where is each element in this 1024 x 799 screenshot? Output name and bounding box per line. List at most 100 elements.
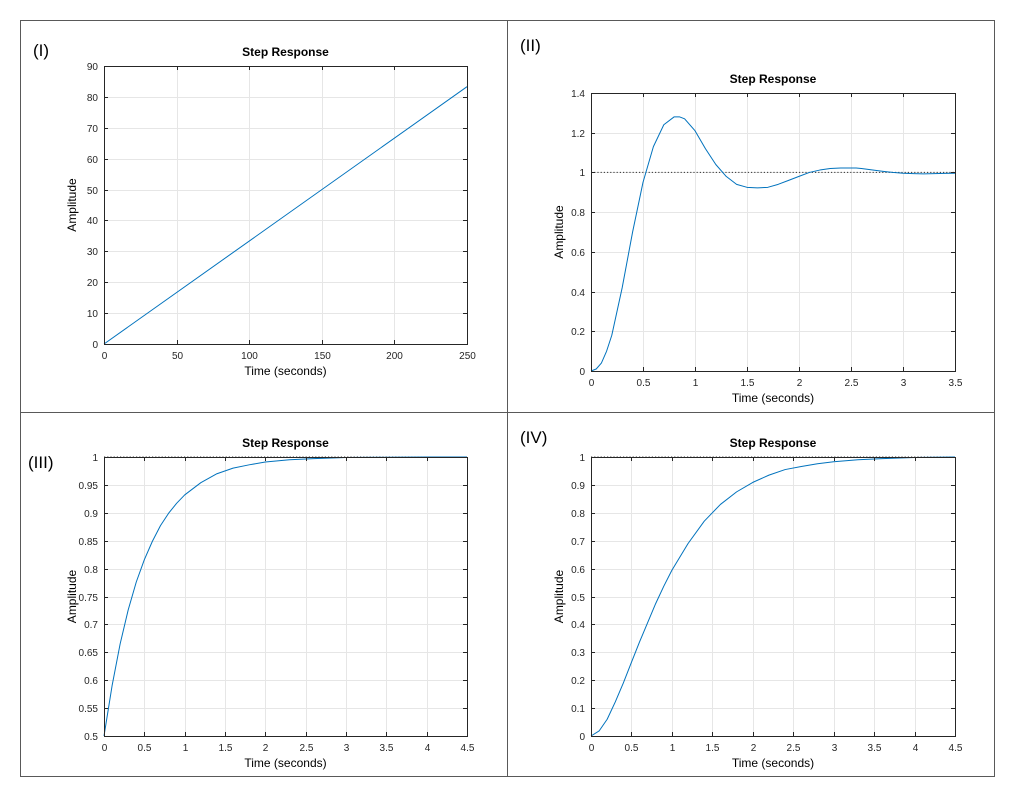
x-tick-label: 0.5 [625,743,639,754]
x-axis-label: Time (seconds) [732,756,814,770]
x-tick-label: 2.5 [845,378,859,389]
step-response-line [103,456,467,737]
chart-title: Step Response [242,436,329,450]
y-tick-label: 0.55 [79,704,99,715]
y-tick-label: 0.5 [571,593,585,604]
x-tick-label: 4.5 [461,743,475,754]
y-tick-label: 1 [579,168,585,179]
y-tick-label: 20 [87,278,99,289]
y-tick-label: 0.7 [84,620,98,631]
x-tick-label: 4 [425,743,431,754]
y-tick-label: 40 [87,216,99,227]
x-tick-label: 3 [832,743,838,754]
x-tick-label: 1.5 [219,743,233,754]
chart-panel-p3: 0 0.5 1 1.5 2 2.5 3 3.5 4 4.5 0.5 0.55 0.6 0.65 0.7 0.7… [28,436,475,770]
y-tick-label: 1.2 [571,129,585,140]
x-axis-label: Time (seconds) [244,756,326,770]
x-tick-label: 2 [751,743,757,754]
chart-title: Step Response [242,45,329,59]
panel-label: (III) [28,453,54,472]
y-tick-label: 30 [87,247,99,258]
x-tick-label: 0 [102,351,108,362]
y-tick-label: 1.4 [571,89,585,100]
plot-area [104,66,467,344]
y-tick-label: 0.8 [84,565,98,576]
axes-box [104,66,468,345]
axes-box [591,93,956,372]
y-tick-label: 0.1 [571,704,585,715]
x-tick-label: 2.5 [300,743,314,754]
x-tick-label: 3 [344,743,350,754]
step-response-line [103,86,468,345]
y-tick-label: 0 [92,340,98,351]
plot-area [591,457,955,736]
y-tick-label: 0.95 [79,481,99,492]
y-tick-label: 0.7 [571,537,585,548]
y-tick-label: 0.9 [84,509,98,520]
y-tick-label: 1 [579,453,585,464]
x-tick-label: 4.5 [949,743,963,754]
y-tick-label: 0.4 [571,620,585,631]
y-tick-label: 50 [87,186,99,197]
y-axis-label: Amplitude [552,570,566,624]
x-tick-label: 200 [386,351,403,362]
y-tick-label: 1 [92,453,98,464]
panel-label: (IV) [520,428,547,447]
x-tick-label: 2.5 [787,743,801,754]
chart-title: Step Response [730,436,817,450]
step-response-line [590,456,956,737]
x-tick-label: 1.5 [706,743,720,754]
y-tick-label: 0.65 [79,648,99,659]
y-tick-label: 0.9 [571,481,585,492]
x-tick-label: 3.5 [380,743,394,754]
y-tick-label: 0.8 [571,208,585,219]
x-tick-label: 0.5 [637,378,651,389]
x-tick-label: 1.5 [741,378,755,389]
x-axis-label: Time (seconds) [244,364,326,378]
plot-area [591,93,955,371]
y-tick-label: 0.6 [571,248,585,259]
x-tick-label: 0 [589,378,595,389]
y-axis-label: Amplitude [65,178,79,232]
x-tick-label: 0.5 [138,743,152,754]
y-tick-label: 0.5 [84,732,98,743]
y-tick-label: 0 [579,732,585,743]
x-tick-label: 1 [693,378,699,389]
x-tick-label: 3.5 [949,378,963,389]
x-tick-label: 3 [901,378,907,389]
y-tick-label: 0.2 [571,327,585,338]
y-tick-label: 0.85 [79,537,99,548]
chart-panel-p1: 0 50 100 150 200 250 0 10 20 30 40 50 60 70 80 90 Step R… [33,41,476,378]
x-tick-label: 0 [102,743,108,754]
x-tick-label: 2 [263,743,269,754]
chart-panel-p2: 0 0.5 1 1.5 2 2.5 3 3.5 0 0.2 0.4 0.6 0.8 1 1.2 1.4 Step… [520,36,963,405]
chart-panel-p4: 0 0.5 1 1.5 2 2.5 3 3.5 4 4.5 0 0.1 0.2 0.3 0.4 0.5 0.6 0… [520,428,963,770]
step-response-line [590,116,956,372]
y-tick-label: 0.6 [84,676,98,687]
panel-label: (II) [520,36,541,55]
x-tick-label: 50 [172,351,184,362]
x-tick-label: 4 [913,743,919,754]
x-axis-label: Time (seconds) [732,391,814,405]
y-axis-label: Amplitude [65,570,79,624]
y-tick-label: 90 [87,62,99,73]
plot-area [104,457,467,736]
y-tick-label: 70 [87,124,99,135]
y-tick-label: 60 [87,155,99,166]
y-tick-label: 0.6 [571,565,585,576]
y-tick-label: 80 [87,93,99,104]
y-tick-label: 10 [87,309,99,320]
x-tick-label: 0 [589,743,595,754]
x-tick-label: 150 [314,351,331,362]
y-tick-label: 0.8 [571,509,585,520]
panel-label: (I) [33,41,49,60]
y-tick-label: 0.3 [571,648,585,659]
x-tick-label: 1 [183,743,189,754]
x-tick-label: 100 [241,351,258,362]
y-tick-label: 0.2 [571,676,585,687]
y-axis-label: Amplitude [552,205,566,259]
x-tick-label: 3.5 [868,743,882,754]
x-tick-label: 250 [459,351,476,362]
